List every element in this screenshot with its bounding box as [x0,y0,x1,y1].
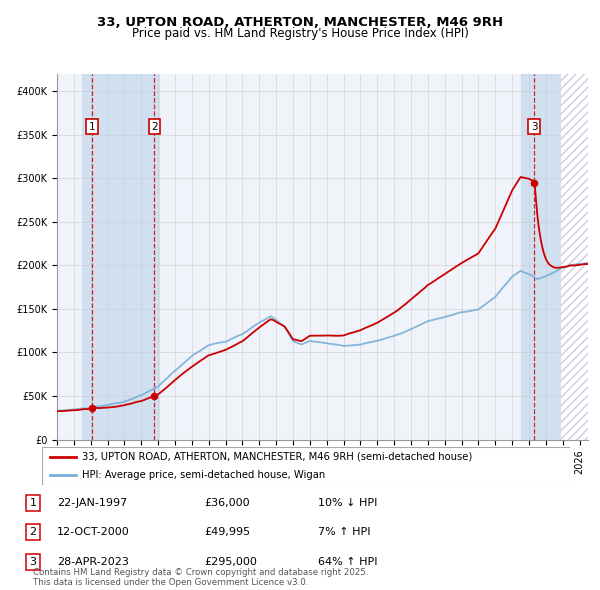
Text: HPI: Average price, semi-detached house, Wigan: HPI: Average price, semi-detached house,… [82,470,325,480]
Text: 2: 2 [29,527,37,537]
Text: 28-APR-2023: 28-APR-2023 [57,557,129,566]
Bar [561,74,588,440]
Text: £295,000: £295,000 [204,557,257,566]
Bar [521,74,566,440]
FancyBboxPatch shape [42,447,570,485]
Text: £36,000: £36,000 [204,498,250,507]
Text: 33, UPTON ROAD, ATHERTON, MANCHESTER, M46 9RH: 33, UPTON ROAD, ATHERTON, MANCHESTER, M4… [97,16,503,29]
Text: 2: 2 [151,122,158,132]
Text: £49,995: £49,995 [204,527,250,537]
Text: 3: 3 [29,557,37,566]
Text: Price paid vs. HM Land Registry's House Price Index (HPI): Price paid vs. HM Land Registry's House … [131,27,469,40]
Text: 22-JAN-1997: 22-JAN-1997 [57,498,127,507]
Bar [82,74,159,440]
Text: 12-OCT-2000: 12-OCT-2000 [57,527,130,537]
Text: 7% ↑ HPI: 7% ↑ HPI [318,527,371,537]
Text: 1: 1 [88,122,95,132]
Text: 10% ↓ HPI: 10% ↓ HPI [318,498,377,507]
Text: 64% ↑ HPI: 64% ↑ HPI [318,557,377,566]
Text: 3: 3 [531,122,538,132]
Text: 33, UPTON ROAD, ATHERTON, MANCHESTER, M46 9RH (semi-detached house): 33, UPTON ROAD, ATHERTON, MANCHESTER, M4… [82,452,472,462]
Text: Contains HM Land Registry data © Crown copyright and database right 2025.
This d: Contains HM Land Registry data © Crown c… [33,568,368,587]
Bar [561,74,588,440]
Text: 1: 1 [29,498,37,507]
